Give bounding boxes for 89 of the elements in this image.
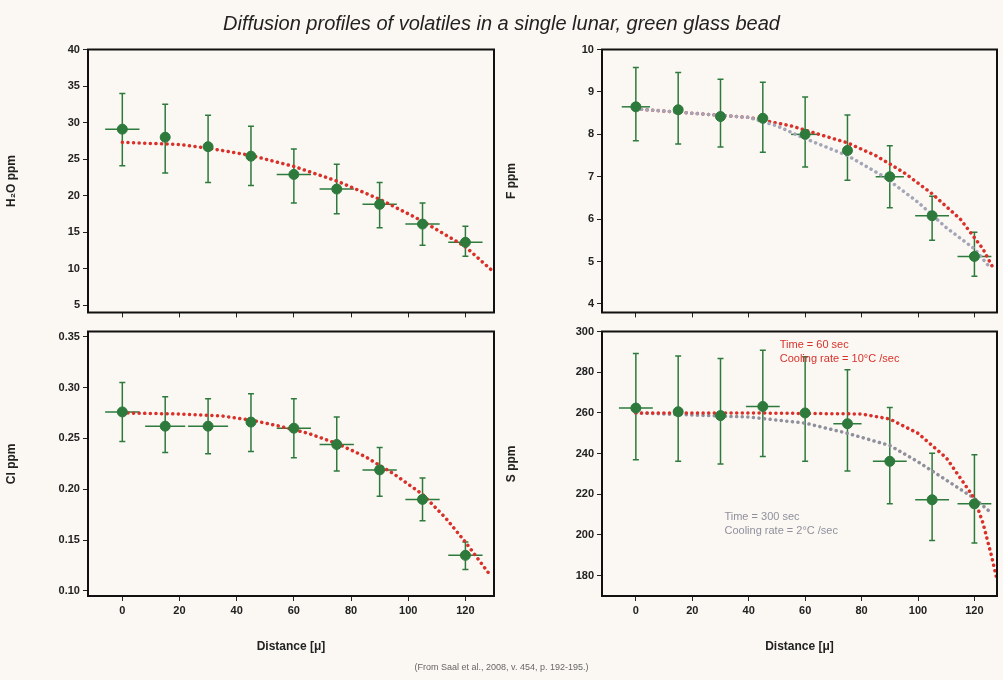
point: [159, 420, 171, 432]
point: [799, 128, 811, 140]
y-axis-title: F ppm: [503, 163, 518, 199]
point: [331, 438, 343, 450]
point: [884, 455, 896, 467]
point: [630, 402, 642, 414]
y-tick-label: 0.15: [58, 533, 80, 546]
point: [417, 218, 429, 230]
point: [672, 406, 684, 418]
point: [245, 416, 257, 428]
y-tick-label: 35: [67, 79, 80, 92]
x-axis-title: Distance [μ]: [765, 639, 834, 654]
point: [288, 422, 300, 434]
point: [884, 171, 896, 183]
y-tick-label: 180: [575, 568, 594, 581]
x-tick-label: 0: [632, 603, 639, 616]
y-axis-title: H₂O ppm: [3, 155, 18, 207]
y-tick-label: 260: [575, 405, 594, 418]
y-tick-label: 4: [587, 296, 595, 309]
point: [841, 418, 853, 430]
line-series: [120, 140, 494, 274]
text: (From Saal et al., 2008, v. 454, p. 192-195.): [413, 662, 590, 672]
y-tick-label: 220: [575, 487, 594, 500]
y-tick-label: 240: [575, 446, 594, 459]
y-tick-label: 200: [575, 528, 594, 541]
x-tick-label: 80: [855, 603, 868, 616]
x-tick-label: 100: [908, 603, 928, 616]
x-tick-label: 60: [799, 603, 812, 616]
y-tick-label: 25: [67, 152, 80, 165]
point: [116, 123, 128, 135]
point: [672, 104, 684, 116]
x-tick-label: 40: [230, 603, 243, 616]
y-tick-label: 10: [67, 261, 80, 274]
y-tick-label: 10: [581, 42, 594, 55]
point: [968, 498, 980, 510]
point: [202, 141, 214, 153]
point: [417, 493, 429, 505]
x-tick-label: 100: [399, 603, 418, 616]
point: [715, 410, 726, 422]
y-tick-label: 0.25: [58, 431, 80, 444]
point: [459, 549, 471, 561]
point: [715, 111, 726, 123]
y-tick-label: 20: [67, 188, 80, 201]
point: [926, 494, 938, 506]
point: [116, 406, 128, 418]
y-tick-label: 5: [587, 254, 594, 267]
y-tick-label: 5: [73, 298, 80, 311]
point: [799, 407, 811, 419]
point: [331, 183, 343, 195]
y-axis-title: S ppm: [503, 445, 518, 483]
y-tick-label: 0.20: [58, 482, 80, 495]
y-tick-label: 6: [587, 212, 594, 225]
point: [374, 464, 386, 476]
x-tick-label: 120: [456, 603, 475, 616]
x-tick-label: 0: [119, 603, 126, 616]
text: Time = 300 sec Cooling rate = 2°C /sec: [724, 509, 839, 536]
y-tick-label: 300: [575, 324, 594, 337]
y-tick-label: 0.35: [58, 329, 80, 342]
point: [459, 236, 471, 248]
x-tick-label: 120: [965, 603, 984, 616]
y-tick-label: 9: [587, 85, 594, 98]
y-tick-label: 280: [575, 365, 594, 378]
x-tick-label: 80: [344, 603, 358, 616]
y-axis-title: Cl ppm: [3, 443, 18, 485]
y-tick-label: 40: [67, 42, 80, 55]
point: [159, 131, 171, 143]
x-tick-label: 20: [686, 603, 699, 616]
x-axis-title: Distance [μ]: [256, 639, 326, 654]
point: [374, 198, 386, 210]
point: [245, 150, 257, 162]
point: [202, 420, 214, 432]
text: Time = 60 sec Cooling rate = 10°C /sec: [779, 338, 900, 365]
y-tick-label: 7: [587, 169, 594, 182]
point: [757, 112, 769, 124]
point: [288, 168, 300, 180]
y-tick-label: 15: [67, 225, 80, 238]
y-tick-label: 0.10: [58, 583, 80, 596]
point: [630, 101, 642, 113]
y-tick-label: 30: [67, 115, 80, 128]
x-tick-label: 20: [173, 603, 186, 616]
y-tick-label: 0.30: [58, 380, 80, 393]
point: [757, 400, 769, 412]
point: [926, 210, 938, 222]
chart-title: Diffusion profiles of volatiles in a single lunar, green glass bead: [222, 12, 782, 35]
x-tick-label: 60: [287, 603, 300, 616]
point: [968, 250, 980, 262]
point: [841, 144, 853, 156]
y-tick-label: 8: [587, 127, 594, 140]
x-tick-label: 40: [742, 603, 755, 616]
